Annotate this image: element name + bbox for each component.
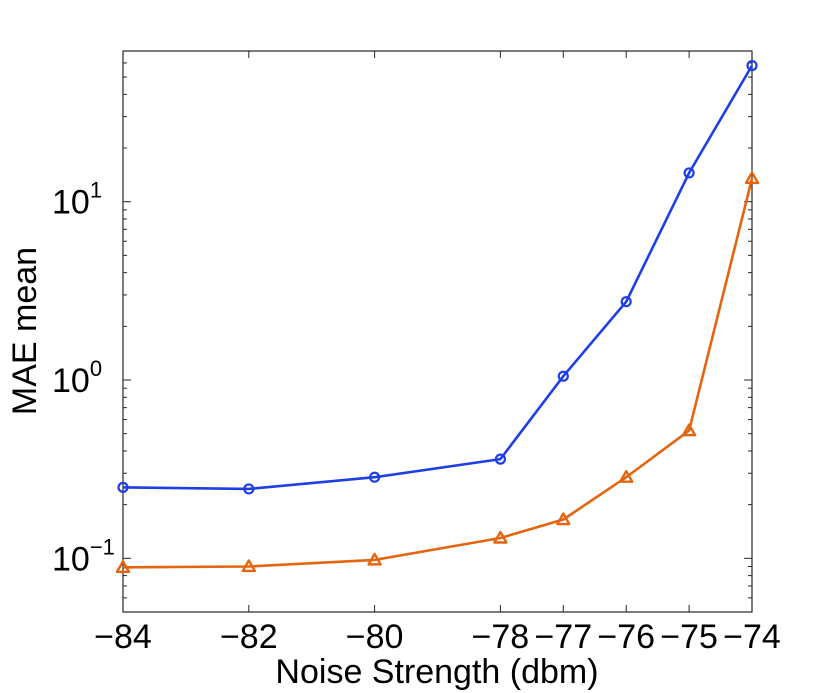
y-tick-labels: 10−1 100 101: [52, 178, 115, 579]
series-layer: [115, 59, 760, 574]
x-tick-label: −78: [472, 618, 530, 656]
x-tick-label: −75: [660, 618, 718, 656]
series-2-point: [556, 512, 571, 526]
series-2-point: [744, 171, 760, 185]
series-1-point: [369, 471, 381, 483]
series-2-point: [681, 423, 697, 437]
series-1-point: [620, 296, 632, 308]
series-1-point: [243, 483, 255, 495]
series-2-point: [619, 470, 634, 483]
series-1-point: [683, 167, 695, 179]
x-tick-label: −74: [723, 618, 781, 656]
x-tick-label: −82: [220, 618, 278, 656]
x-tick-label: −80: [346, 618, 404, 656]
series-1-point: [746, 59, 758, 72]
x-axis-title: Noise Strength (dbm): [275, 653, 598, 691]
series-1-point: [117, 481, 129, 493]
x-tick-labels: −84 −82 −80 −78 −77 −76 −75 −74: [94, 618, 781, 656]
y-tick-label: 101: [52, 178, 102, 222]
series-2-point: [367, 552, 382, 566]
x-tick-label: −84: [94, 618, 152, 656]
x-tick-label: −76: [597, 618, 655, 656]
y-tick-label: 10−1: [52, 534, 115, 578]
series-1-line: [122, 64, 754, 491]
series-2-point: [115, 560, 131, 574]
y-tick-label: 100: [52, 356, 102, 400]
series-1-point: [557, 370, 569, 382]
x-tick-label: −77: [534, 618, 592, 656]
series-2-point: [493, 530, 508, 544]
series-2-point: [241, 559, 256, 573]
y-axis-title: MAE mean: [6, 247, 44, 415]
axis-ticks: [122, 50, 753, 613]
series-1-point: [494, 453, 506, 465]
series-2-line: [122, 178, 754, 569]
plot-area: [122, 50, 753, 613]
